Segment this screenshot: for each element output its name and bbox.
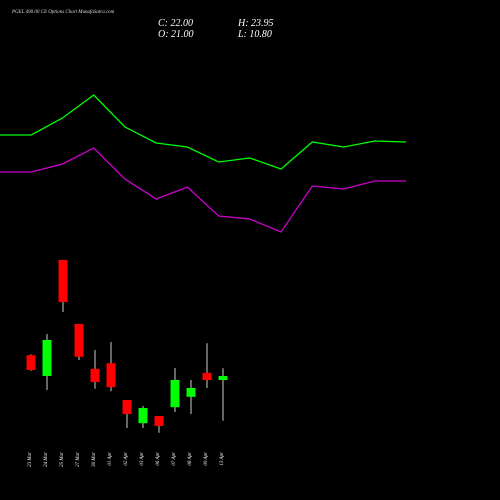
- open-label: O: 21.00: [158, 29, 194, 40]
- x-tick-label: 09 Apr: [204, 452, 209, 466]
- x-tick-label: 02 Apr: [124, 452, 129, 466]
- x-tick-label: 23 Mar: [28, 452, 33, 467]
- candle-body: [90, 368, 100, 382]
- candle-body: [186, 388, 196, 397]
- candle-body: [170, 380, 180, 408]
- x-tick-label: 07 Apr: [172, 452, 177, 466]
- candle-body: [122, 400, 132, 414]
- candle-body: [58, 260, 68, 302]
- chart-title: PGEL 490.00 CE Options Chart MunafaSutra…: [11, 10, 115, 15]
- high-label: H: 23.95: [237, 18, 274, 29]
- candle-body: [106, 363, 116, 388]
- x-tick-label: 24 Mar: [44, 452, 49, 467]
- x-tick-label: 25 Mar: [60, 452, 65, 467]
- x-tick-label: 27 Mar: [76, 452, 81, 467]
- low-label: L: 10.80: [237, 29, 272, 40]
- x-tick-label: 08 Apr: [188, 452, 193, 466]
- candle-body: [154, 416, 164, 426]
- line: [0, 94, 407, 170]
- line: [0, 147, 406, 233]
- x-tick-label: 03 Apr: [140, 452, 145, 466]
- candle-body: [42, 340, 52, 376]
- candle-body: [218, 376, 228, 380]
- x-tick-label: 13 Apr: [220, 452, 225, 466]
- x-tick-label: 30 Mar: [92, 452, 97, 467]
- close-label: C: 22.00: [158, 18, 193, 29]
- candle-body: [74, 324, 84, 357]
- candle-body: [138, 408, 148, 424]
- candle-body: [202, 372, 212, 380]
- candle-body: [26, 355, 36, 370]
- x-tick-label: 06 Apr: [156, 452, 161, 466]
- x-tick-label: 01 Apr: [108, 452, 113, 466]
